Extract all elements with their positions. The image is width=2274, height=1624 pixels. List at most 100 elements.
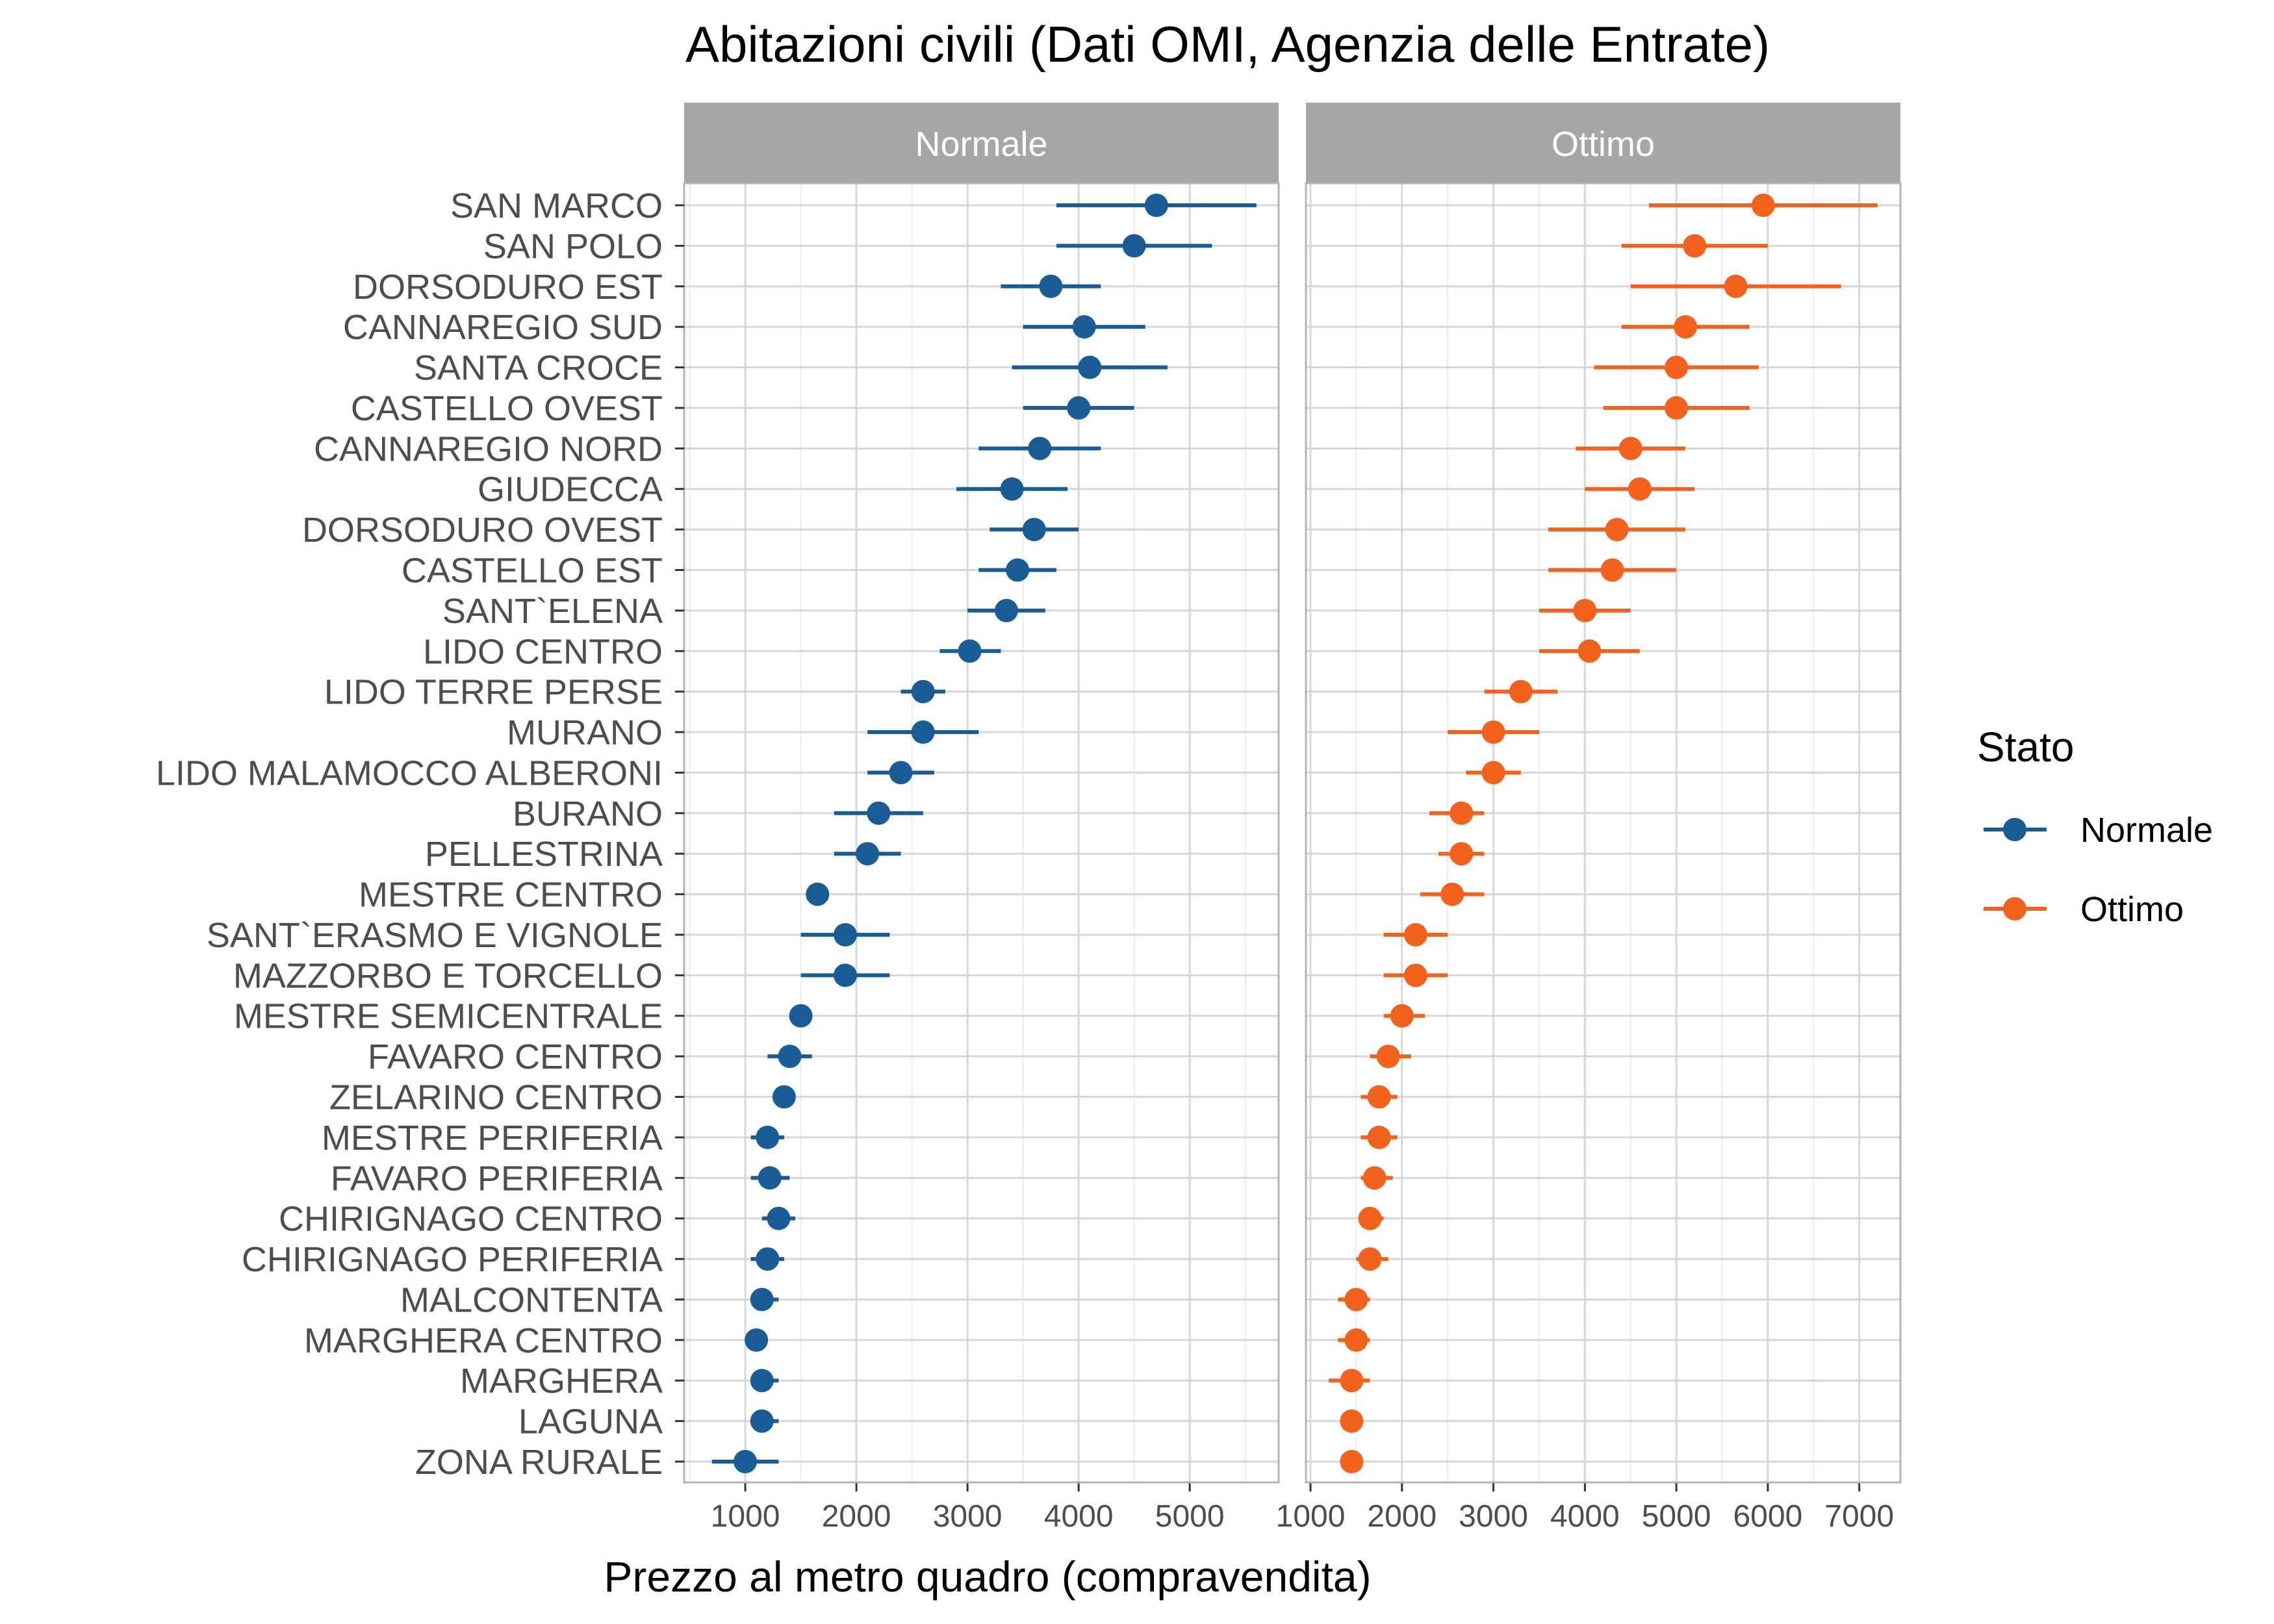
panel-background [684,183,1279,1482]
y-tick-label: GIUDECCA [478,470,663,509]
y-tick-label: CHIRIGNAGO PERIFERIA [242,1240,663,1279]
legend-item-ottimo: Ottimo [1984,890,2184,929]
data-point [1605,518,1629,542]
y-tick-label: ZONA RURALE [415,1443,663,1482]
data-point [1367,1125,1391,1149]
data-point [1618,437,1642,461]
data-point [756,1125,780,1149]
facet-strip-label: Ottimo [1552,125,1655,164]
panel-border [683,182,1280,1484]
data-point [1144,194,1168,217]
legend-entries: Normale Ottimo [1984,811,2213,929]
data-point [756,1247,780,1271]
data-point [911,679,935,704]
data-point [1376,1045,1400,1069]
y-tick-label: FAVARO PERIFERIA [331,1159,663,1198]
y-tick-label: ZELARINO CENTRO [329,1078,663,1117]
y-tick-label: BURANO [513,794,663,833]
y-tick-label: MALCONTENTA [400,1280,663,1319]
legend: Stato Normale Ottimo [1977,724,2213,929]
y-tick-label: LIDO MALAMOCCO ALBERONI [156,754,663,793]
data-point [1481,761,1505,785]
facet-strip [1306,103,1900,183]
data-point [1022,518,1046,542]
data-point [1628,477,1652,501]
data-point [911,720,935,744]
y-tick-label: MARGHERA [460,1362,663,1401]
data-point [750,1409,774,1433]
series-ottimo [1329,194,1878,1473]
data-point [1440,882,1464,906]
y-tick-label: CANNAREGIO SUD [343,308,663,347]
y-tick-label: MARGHERA CENTRO [304,1321,663,1360]
legend-label: Normale [2080,811,2213,850]
data-point [750,1288,774,1312]
data-point [745,1328,769,1352]
data-point [1072,315,1096,339]
data-point [867,801,891,825]
panel-border [1305,182,1902,1484]
y-tick-label: SANT`ELENA [442,592,663,631]
y-tick-label: CASTELLO OVEST [351,389,663,428]
data-point [889,761,913,785]
x-tick-label: 5000 [1155,1499,1225,1534]
y-tick-label: CANNAREGIO NORD [314,429,663,468]
y-tick-label: MESTRE PERIFERIA [322,1119,663,1158]
x-tick-label: 2000 [822,1499,891,1534]
data-point [1358,1206,1382,1230]
x-axis-title: Prezzo al metro quadro (compravendita) [604,1553,1371,1601]
data-point [1600,558,1624,582]
y-tick-label: DORSODURO OVEST [302,511,663,550]
y-tick-label: MURANO [507,713,663,752]
panel-normale: Normale 1000 2000 3000 4000 5000 [683,103,1280,1534]
data-point [767,1206,791,1230]
data-point [1000,477,1024,501]
data-point [1665,355,1689,379]
facet-strip-label: Normale [915,125,1047,164]
y-tick-label: LIDO TERRE PERSE [324,673,663,712]
data-point [1403,922,1427,946]
x-tick-label: 1000 [711,1499,780,1534]
data-point [833,963,857,987]
data-point [1450,842,1474,866]
data-point [772,1085,796,1109]
data-point [1674,315,1698,339]
data-point [1724,274,1748,298]
data-point [1039,274,1063,298]
data-point [833,922,857,946]
data-point [1028,437,1052,461]
legend-key-point [2003,897,2026,920]
panel-background [1306,183,1900,1482]
y-tick-label: LAGUNA [518,1402,663,1441]
data-point [1340,1369,1364,1393]
x-axis-ticks: 1000 2000 3000 4000 5000 [711,1482,1225,1534]
legend-title: Stato [1977,724,2074,770]
data-point [750,1369,774,1393]
x-tick-label: 3000 [933,1499,1003,1534]
data-point [1340,1409,1364,1433]
y-tick-label: SAN MARCO [450,186,663,225]
data-point [1344,1288,1368,1312]
facet-strip [684,103,1279,183]
data-point [1367,1085,1391,1109]
legend-key-point [2003,818,2026,841]
x-tick-label: 3000 [1459,1499,1528,1534]
y-tick-label: LIDO CENTRO [423,632,663,671]
y-tick-label: SANT`ERASMO E VIGNOLE [207,916,663,955]
x-tick-label: 5000 [1642,1499,1711,1534]
data-point [1358,1247,1382,1271]
data-point [1573,598,1597,622]
data-point [1509,679,1533,704]
data-point [1578,639,1602,663]
y-tick-label: DORSODURO EST [353,268,663,307]
y-tick-label: MESTRE SEMICENTRALE [234,997,663,1036]
data-point [789,1004,813,1028]
data-point [1481,720,1505,744]
data-point [1403,963,1427,987]
y-tick-label: SAN POLO [483,227,663,266]
y-tick-label: PELLESTRINA [425,835,663,874]
y-tick-label: MAZZORBO E TORCELLO [233,956,663,995]
panels: Normale 1000 2000 3000 4000 5000 Ottimo 1000 200… [683,103,1902,1534]
